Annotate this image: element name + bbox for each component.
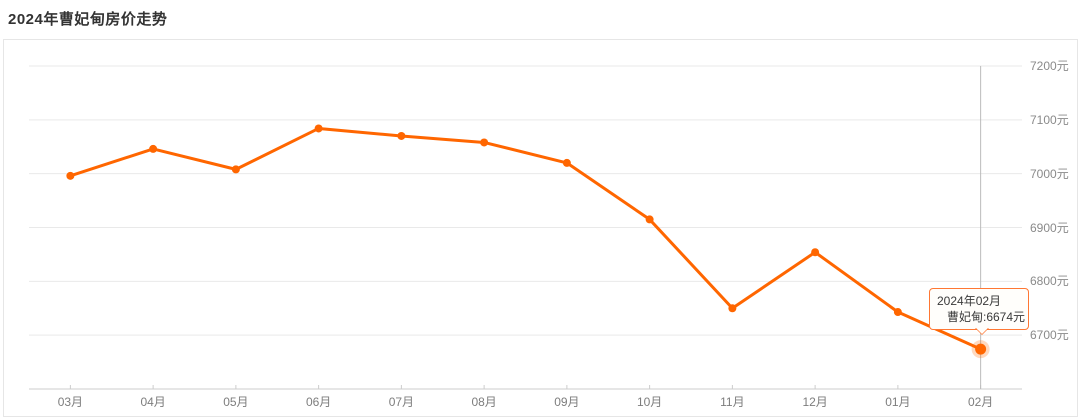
price-line [68, 126, 983, 351]
y-axis-label: 7100元 [1030, 112, 1069, 127]
tooltip-value: 曹妃甸:6674元 [947, 310, 1026, 324]
y-axis-label: 6800元 [1030, 274, 1069, 289]
data-point[interactable] [893, 308, 902, 317]
data-point[interactable] [314, 124, 323, 133]
data-point[interactable] [397, 131, 406, 140]
x-axis-label: 07月 [388, 395, 415, 409]
x-axis-label: 12月 [802, 395, 828, 409]
data-point-highlight[interactable] [975, 343, 987, 355]
y-axis-label: 7200元 [1030, 59, 1069, 73]
x-axis-label: 03月 [57, 395, 84, 409]
x-axis-label: 09月 [554, 395, 580, 409]
x-axis-label: 04月 [140, 395, 166, 409]
page-title: 2024年曹妃甸房价走势 [8, 11, 168, 28]
tooltip: 2024年02月 曹妃甸:6674元 [929, 288, 1029, 335]
data-point[interactable] [66, 171, 75, 180]
y-axis-label: 6900元 [1030, 220, 1069, 235]
x-axis-label: 11月 [720, 395, 745, 409]
tooltip-date: 2024年02月 [937, 294, 1002, 308]
x-axis-label: 08月 [471, 395, 497, 409]
data-point[interactable] [811, 248, 820, 257]
data-point[interactable] [480, 138, 489, 147]
x-axis-label: 06月 [305, 395, 332, 409]
y-axis-label: 6700元 [1030, 328, 1069, 343]
data-point[interactable] [149, 144, 158, 153]
data-point[interactable] [728, 304, 737, 313]
y-axis-label: 7000元 [1030, 166, 1069, 181]
x-axis-label: 10月 [636, 395, 663, 409]
x-axis-label: 05月 [223, 395, 249, 409]
data-point[interactable] [231, 165, 240, 174]
x-axis-label: 02月 [967, 395, 994, 409]
data-point[interactable] [562, 158, 571, 167]
data-point[interactable] [645, 215, 654, 224]
x-axis-label: 01月 [885, 395, 911, 409]
